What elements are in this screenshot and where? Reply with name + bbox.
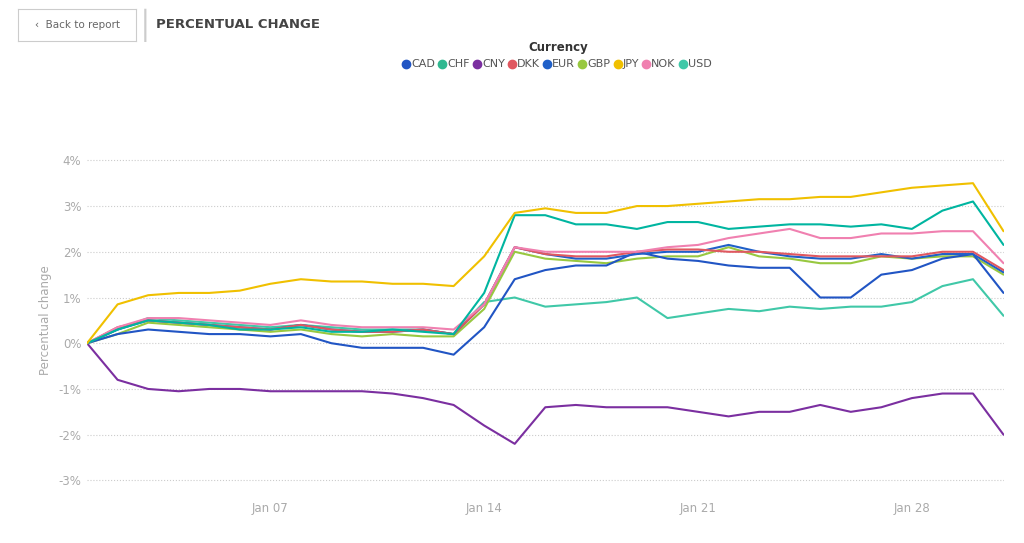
Text: PERCENTUAL CHANGE: PERCENTUAL CHANGE [156,18,319,31]
Text: ‹  Back to report: ‹ Back to report [35,20,120,30]
Y-axis label: Percentual change: Percentual change [39,266,51,375]
Legend: CAD, CHF, CNY, DKK, EUR, GBP, JPY, NOK, USD: CAD, CHF, CNY, DKK, EUR, GBP, JPY, NOK, … [404,41,712,70]
Text: │: │ [137,8,154,42]
